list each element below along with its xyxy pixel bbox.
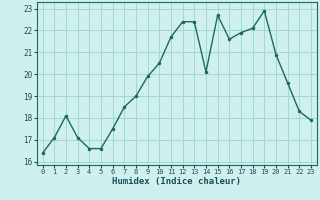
X-axis label: Humidex (Indice chaleur): Humidex (Indice chaleur) [112, 177, 241, 186]
